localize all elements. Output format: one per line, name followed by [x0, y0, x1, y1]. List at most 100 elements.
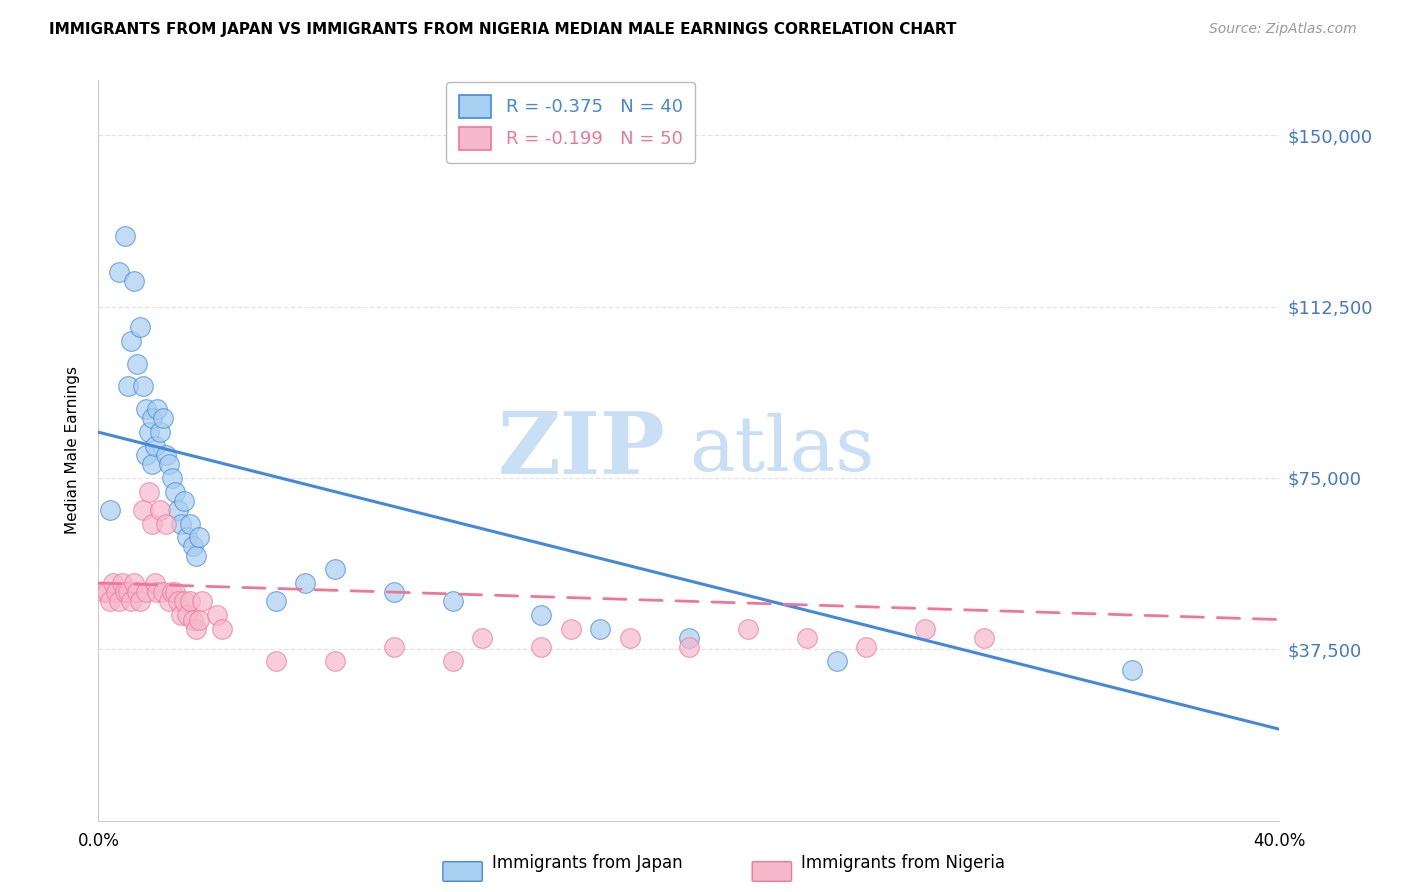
Y-axis label: Median Male Earnings: Median Male Earnings [65, 367, 80, 534]
Point [737, 622, 759, 636]
Point [143, 576, 166, 591]
Point [441, 654, 464, 668]
Point [155, 516, 177, 531]
Point [914, 622, 936, 636]
Point [176, 607, 198, 622]
Point [120, 594, 142, 608]
Point [138, 425, 160, 440]
Point [187, 530, 209, 544]
Point [98, 503, 121, 517]
Point [825, 654, 848, 668]
Text: IMMIGRANTS FROM JAPAN VS IMMIGRANTS FROM NIGERIA MEDIAN MALE EARNINGS CORRELATIO: IMMIGRANTS FROM JAPAN VS IMMIGRANTS FROM… [49, 22, 956, 37]
Point [167, 503, 190, 517]
Point [141, 457, 163, 471]
Point [170, 516, 193, 531]
Point [157, 594, 180, 608]
Point [135, 448, 157, 462]
Point [323, 654, 346, 668]
Point [125, 585, 148, 599]
Point [149, 503, 172, 517]
Point [117, 379, 139, 393]
Point [157, 457, 180, 471]
Point [132, 503, 155, 517]
Point [152, 411, 174, 425]
Point [855, 640, 877, 654]
Text: Source: ZipAtlas.com: Source: ZipAtlas.com [1209, 22, 1357, 37]
Text: atlas: atlas [689, 414, 875, 487]
Point [125, 357, 148, 371]
Point [441, 594, 464, 608]
Point [264, 654, 287, 668]
Point [560, 622, 582, 636]
Point [132, 379, 155, 393]
Point [149, 425, 172, 440]
Point [146, 402, 169, 417]
Point [162, 585, 183, 599]
Point [589, 622, 612, 636]
Point [122, 274, 145, 288]
Point [105, 585, 128, 599]
Point [173, 493, 195, 508]
Point [103, 576, 125, 591]
FancyBboxPatch shape [443, 862, 482, 881]
Point [128, 594, 150, 608]
Point [120, 334, 142, 348]
Point [93, 585, 115, 599]
Point [211, 622, 233, 636]
Point [111, 576, 134, 591]
Point [114, 585, 136, 599]
Point [179, 516, 201, 531]
Point [135, 585, 157, 599]
Point [98, 594, 121, 608]
Point [114, 228, 136, 243]
Point [128, 320, 150, 334]
Point [162, 471, 183, 485]
Legend: R = -0.375   N = 40, R = -0.199   N = 50: R = -0.375 N = 40, R = -0.199 N = 50 [446, 82, 696, 162]
Point [152, 585, 174, 599]
Point [165, 484, 187, 499]
Point [146, 585, 169, 599]
Point [382, 640, 405, 654]
Point [678, 640, 700, 654]
Text: ZIP: ZIP [498, 409, 665, 492]
Point [205, 607, 228, 622]
Text: Immigrants from Japan: Immigrants from Japan [492, 855, 683, 872]
Point [135, 402, 157, 417]
Point [184, 549, 207, 563]
FancyBboxPatch shape [752, 862, 792, 881]
Point [173, 594, 195, 608]
Point [382, 585, 405, 599]
Point [181, 613, 204, 627]
Point [165, 585, 187, 599]
Point [294, 576, 316, 591]
Point [167, 594, 190, 608]
Point [141, 516, 163, 531]
Point [191, 594, 214, 608]
Point [176, 530, 198, 544]
Point [138, 484, 160, 499]
Point [619, 631, 641, 645]
Point [96, 585, 118, 599]
Point [471, 631, 494, 645]
Point [143, 439, 166, 453]
Point [187, 613, 209, 627]
Point [141, 411, 163, 425]
Point [181, 540, 204, 554]
Text: Immigrants from Nigeria: Immigrants from Nigeria [801, 855, 1005, 872]
Point [530, 640, 553, 654]
Point [264, 594, 287, 608]
Point [117, 585, 139, 599]
Point [108, 594, 131, 608]
Point [530, 607, 553, 622]
Point [678, 631, 700, 645]
Point [108, 265, 131, 279]
Point [973, 631, 995, 645]
Point [155, 448, 177, 462]
Point [122, 576, 145, 591]
Point [170, 607, 193, 622]
Point [179, 594, 201, 608]
Point [796, 631, 818, 645]
Point [323, 562, 346, 576]
Point [184, 622, 207, 636]
Point [1121, 663, 1143, 677]
